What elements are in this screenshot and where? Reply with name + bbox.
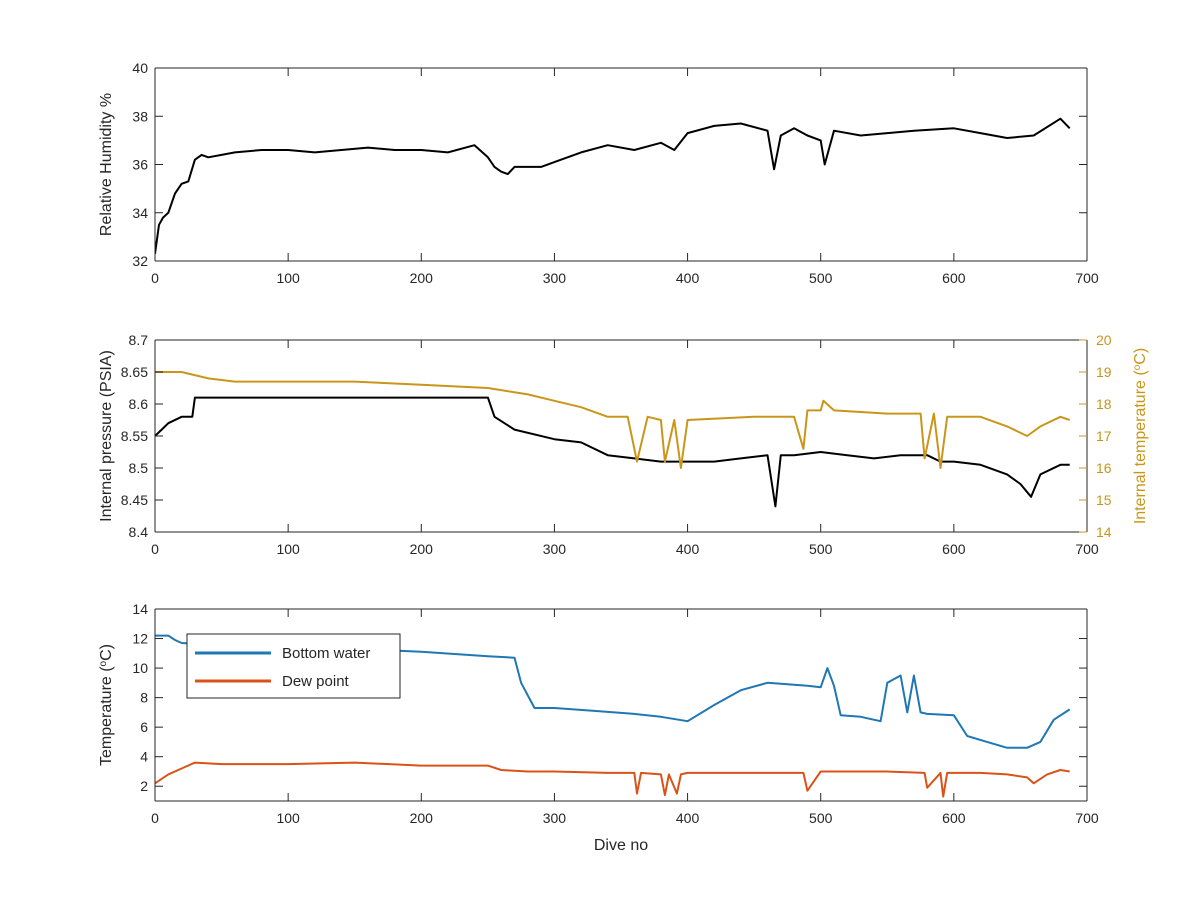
x-tick-label: 200 <box>410 270 434 286</box>
y-tick-label: 8.4 <box>129 524 149 540</box>
y-tick-label: 34 <box>132 205 148 221</box>
y2-tick-label: 20 <box>1096 332 1112 348</box>
y2-tick-label: 19 <box>1096 364 1112 380</box>
y-tick-label: 38 <box>132 108 148 124</box>
x-tick-label: 300 <box>543 270 567 286</box>
x-tick-label: 300 <box>543 541 567 557</box>
y2-tick-label: 14 <box>1096 524 1112 540</box>
y-tick-label: 12 <box>132 631 148 647</box>
legend-label: Dew point <box>282 673 350 690</box>
y-tick-label: 40 <box>132 60 148 76</box>
x-tick-label: 400 <box>676 270 700 286</box>
x-tick-label: 700 <box>1075 810 1099 826</box>
y-tick-label: 8.65 <box>121 364 148 380</box>
x-tick-label: 400 <box>676 541 700 557</box>
y-tick-label: 8.55 <box>121 428 148 444</box>
x-axis-label: Dive no <box>594 837 648 854</box>
x-tick-label: 100 <box>276 810 300 826</box>
y-tick-label: 32 <box>132 253 148 269</box>
series-line-3-2 <box>155 761 1070 798</box>
y-tick-label: 8.5 <box>129 460 149 476</box>
y2-tick-label: 17 <box>1096 428 1112 444</box>
y2-tick-label: 15 <box>1096 492 1112 508</box>
x-tick-label: 200 <box>410 810 434 826</box>
x-tick-label: 500 <box>809 541 833 557</box>
y-tick-label: 10 <box>132 660 148 676</box>
y-axis-label: Internal pressure (PSIA) <box>98 350 115 522</box>
chart-panel-2: 0 100 200 300 400 500 600 700 8.4 8.45 8.5 8.55 8.6 8… <box>98 332 1149 557</box>
x-tick-label: 0 <box>151 541 159 557</box>
x-tick-label: 700 <box>1075 270 1099 286</box>
legend: Bottom water Dew point <box>186 633 401 699</box>
y-tick-label: 8 <box>140 690 148 706</box>
legend-label: Bottom water <box>282 645 370 662</box>
series-line-2-1 <box>155 396 1070 508</box>
y-tick-label: 8.6 <box>129 396 149 412</box>
y2-tick-label: 16 <box>1096 460 1112 476</box>
y-axis-label: Temperature (oC) <box>98 644 116 766</box>
x-tick-label: 500 <box>809 270 833 286</box>
y-axis-label: Relative Humidity % <box>98 93 115 236</box>
y-tick-label: 14 <box>132 601 148 617</box>
y-tick-label: 8.45 <box>121 492 148 508</box>
y2-tick-label: 18 <box>1096 396 1112 412</box>
chart-panel-3: 0 100 200 300 400 500 600 700 2 4 6 8 10 12 14 Temperat… <box>98 601 1099 854</box>
x-tick-label: 100 <box>276 270 300 286</box>
y2-axis-label: Internal temperature (oC) <box>1132 348 1150 524</box>
x-tick-label: 0 <box>151 810 159 826</box>
x-tick-label: 600 <box>942 541 966 557</box>
x-tick-label: 300 <box>543 810 567 826</box>
y-tick-label: 6 <box>140 719 148 735</box>
x-tick-label: 100 <box>276 541 300 557</box>
y-tick-label: 36 <box>132 157 148 173</box>
x-tick-label: 400 <box>676 810 700 826</box>
x-tick-label: 600 <box>942 810 966 826</box>
chart-panel-1: 0 100 200 300 400 500 600 700 32 34 36 38 40 Relative… <box>98 60 1099 286</box>
x-tick-label: 500 <box>809 810 833 826</box>
legend-box <box>186 633 401 699</box>
x-tick-label: 700 <box>1075 541 1099 557</box>
y-tick-label: 8.7 <box>129 332 149 348</box>
y-tick-label: 2 <box>140 778 148 794</box>
x-tick-label: 600 <box>942 270 966 286</box>
series-line-2-2 <box>155 371 1071 469</box>
x-tick-label: 0 <box>151 270 159 286</box>
series-line-1-1 <box>155 117 1071 254</box>
y-tick-label: 4 <box>140 749 148 765</box>
x-tick-label: 200 <box>410 541 434 557</box>
